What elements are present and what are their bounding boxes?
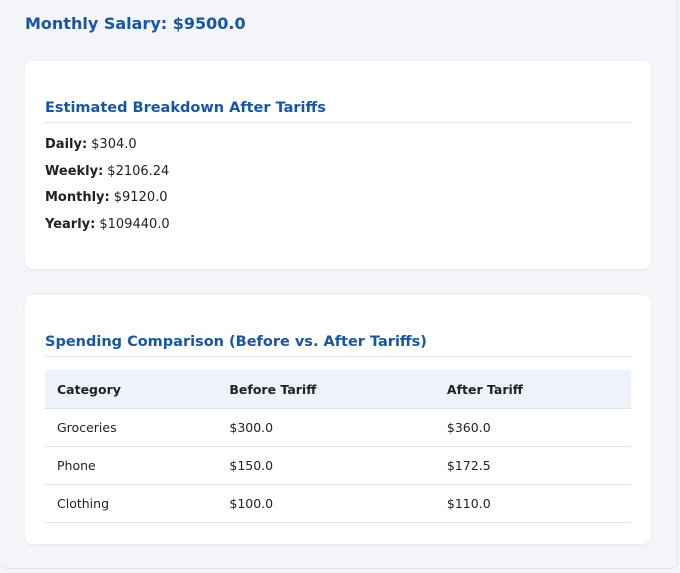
column-header: After Tariff	[434, 370, 631, 409]
table-cell: $100.0	[217, 484, 435, 523]
table-row: Groceries $300.0 $360.0	[45, 408, 631, 447]
breakdown-card: Estimated Breakdown After Tariffs Daily:…	[25, 61, 651, 269]
item-value: $304.0	[91, 137, 137, 152]
breakdown-item: Weekly: $2106.24	[45, 164, 169, 179]
item-value: $9120.0	[113, 190, 168, 206]
table-cell: Groceries	[45, 408, 218, 447]
comparison-title: Spending Comparison (Before vs. After Ta…	[45, 334, 631, 357]
table-row: Phone $150.0 $172.5	[45, 446, 631, 485]
table-cell: $150.0	[217, 446, 435, 485]
item-label: Weekly:	[45, 163, 104, 179]
breakdown-item: Daily: $304.0	[45, 137, 137, 152]
column-header: Before Tariff	[217, 370, 435, 409]
table-cell: $300.0	[217, 408, 435, 447]
comparison-card: Spending Comparison (Before vs. After Ta…	[25, 295, 651, 544]
item-label: Yearly:	[45, 217, 96, 233]
table-body: Groceries $300.0 $360.0 Phone $150.0 $172.5 Cl…	[45, 408, 631, 523]
item-label: Daily:	[45, 137, 88, 152]
breakdown-item: Monthly: $9120.0	[45, 190, 168, 205]
breakdown-title: Estimated Breakdown After Tariffs	[45, 100, 631, 123]
table-cell: $360.0	[434, 408, 631, 447]
column-header: Category	[45, 370, 218, 409]
item-label: Monthly:	[45, 190, 110, 206]
salary-title: Monthly Salary: $9500.0	[25, 14, 246, 33]
table-cell: $110.0	[434, 484, 631, 523]
item-value: $2106.24	[107, 163, 170, 179]
table-cell: Clothing	[45, 484, 218, 523]
header-row: Category Before Tariff After Tariff	[45, 370, 631, 409]
breakdown-item: Yearly: $109440.0	[45, 217, 170, 232]
table-row: Clothing $100.0 $110.0	[45, 484, 631, 523]
item-value: $109440.0	[99, 217, 170, 233]
table-cell: $172.5	[434, 446, 631, 485]
comparison-table: Category Before Tariff After Tariff Grocer…	[45, 370, 631, 523]
table-cell: Phone	[45, 446, 218, 485]
